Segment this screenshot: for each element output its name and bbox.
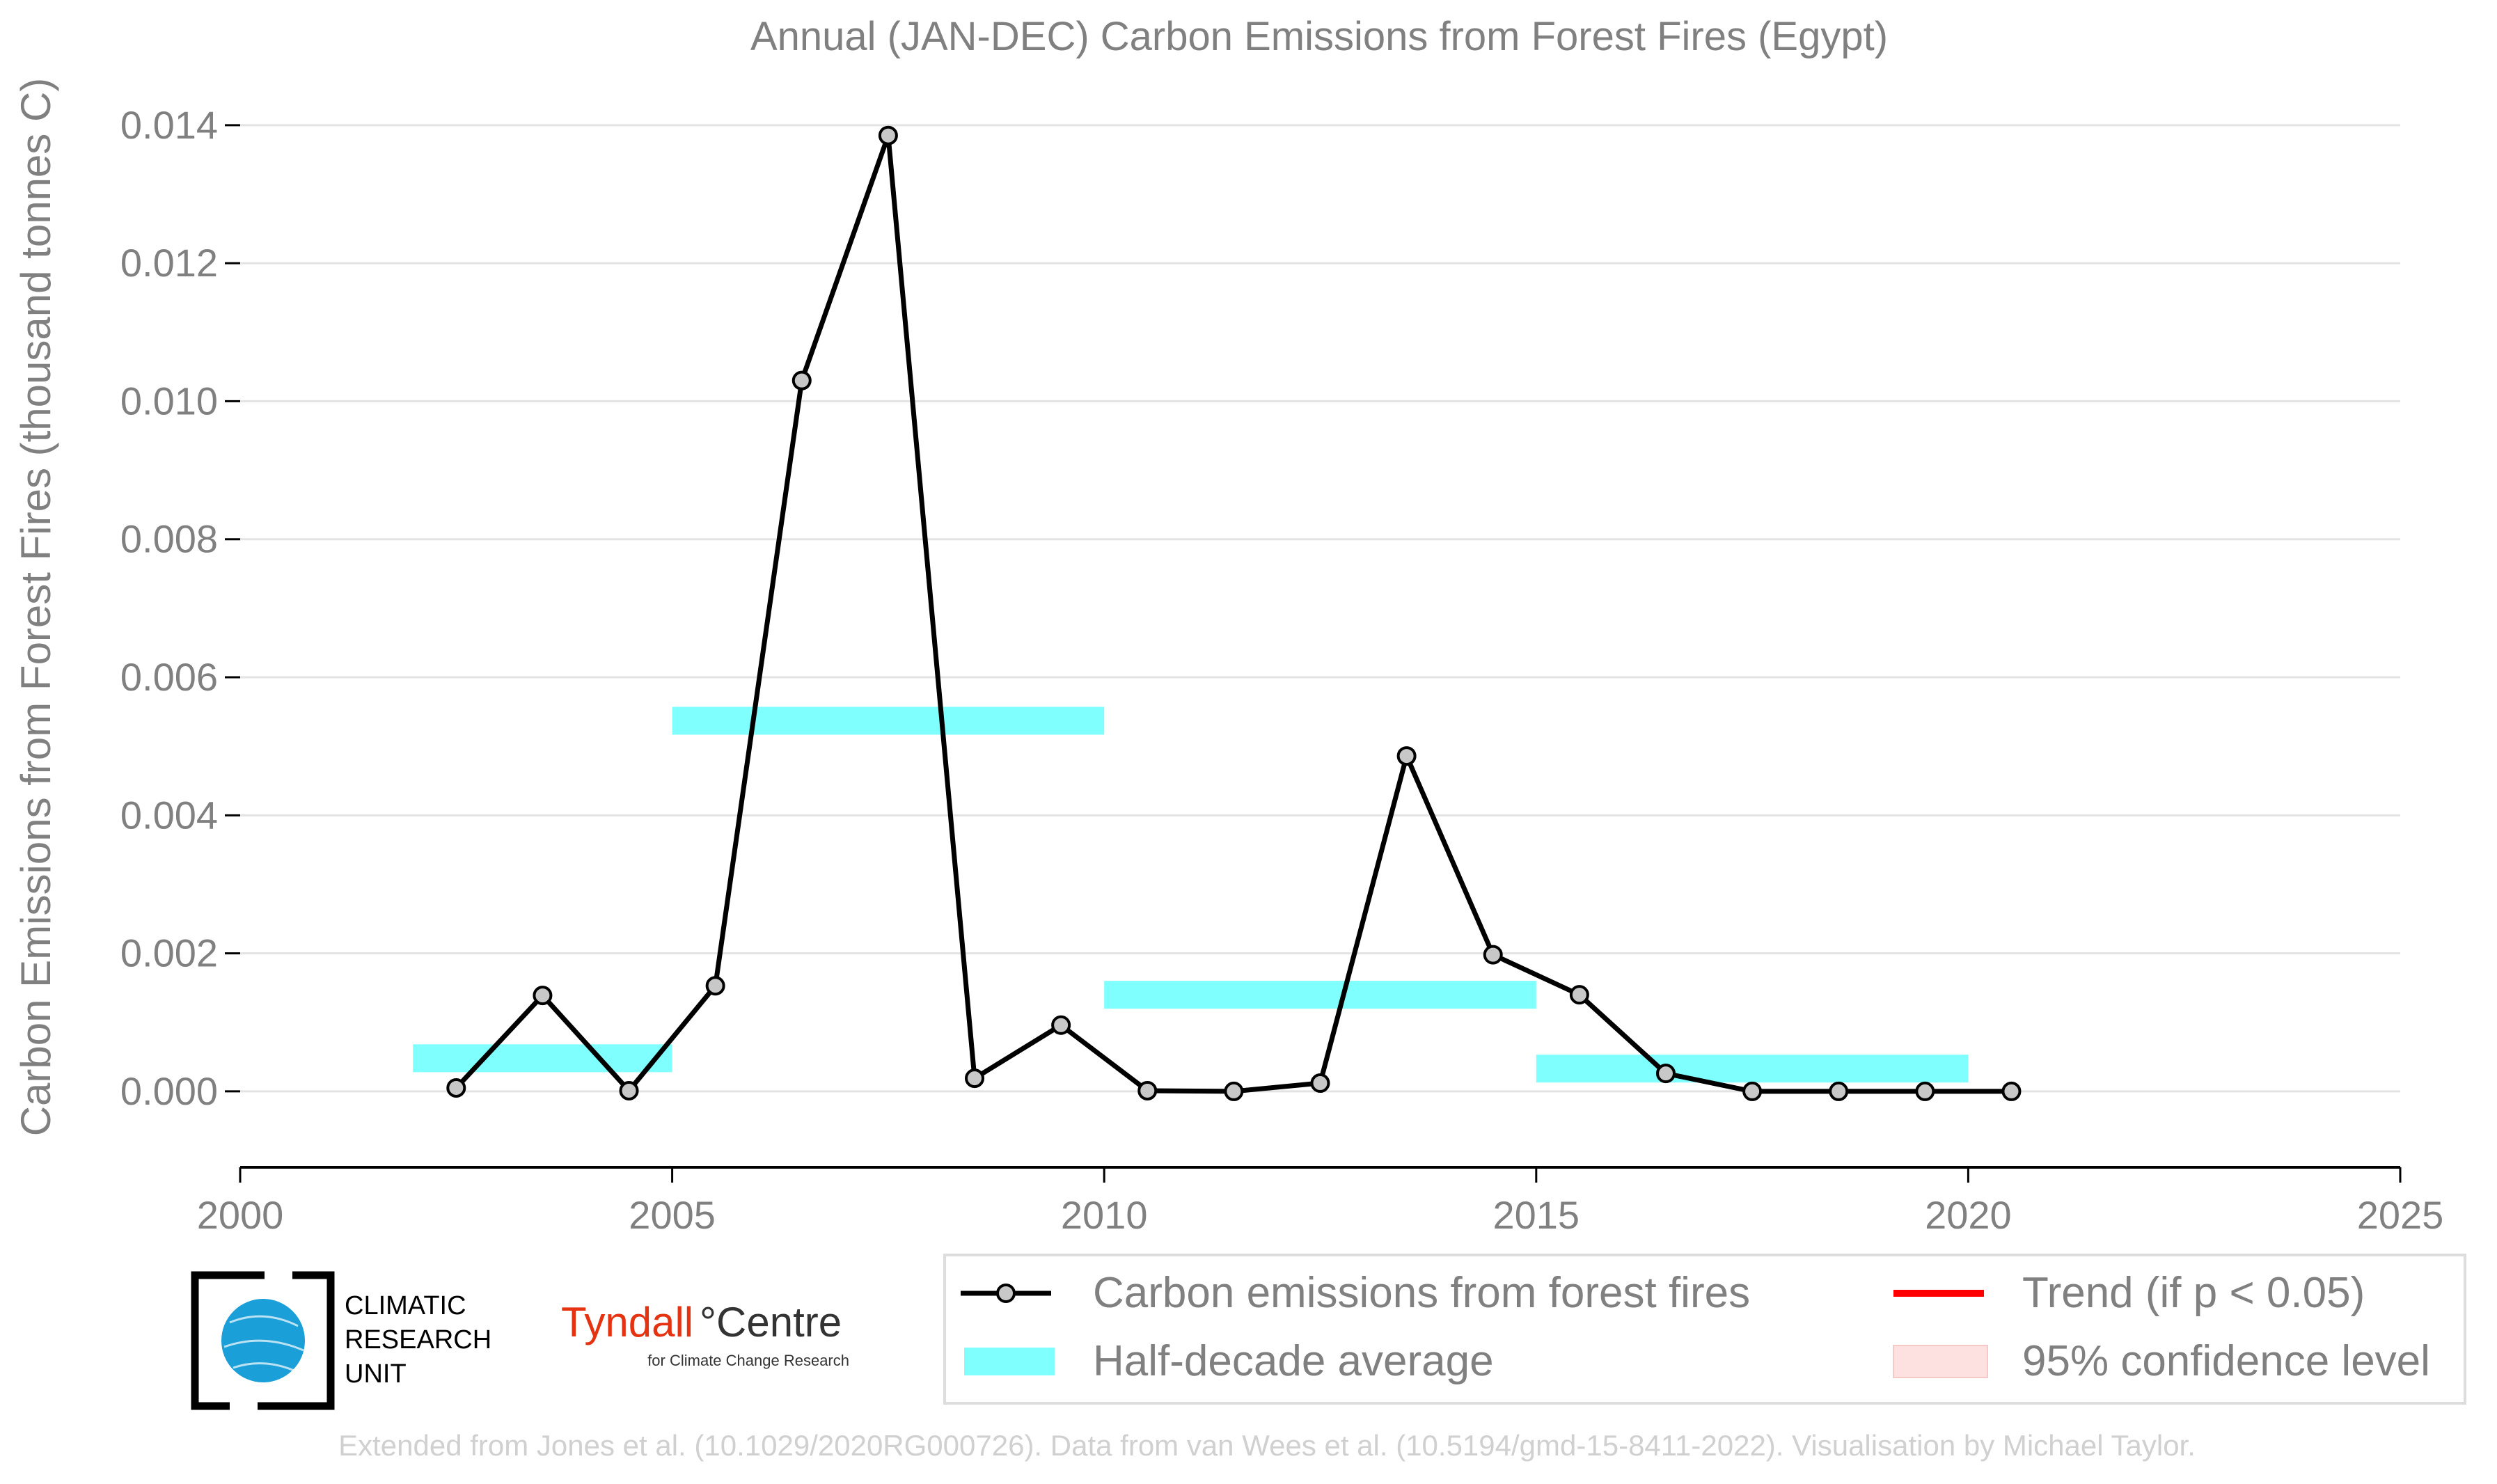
legend: Carbon emissions from forest fires Trend… <box>943 1254 2466 1405</box>
y-tick-label: 0.010 <box>120 379 218 423</box>
emissions-point <box>1051 1015 1071 1035</box>
half-decade-average-bar <box>1104 981 1536 1009</box>
emissions-point <box>2001 1081 2022 1101</box>
x-tick-label: 2025 <box>2357 1193 2444 1237</box>
cru-logo: CLIMATIC RESEARCH UNIT <box>191 1271 491 1410</box>
emissions-point <box>1396 746 1417 766</box>
y-tick-label: 0.008 <box>120 517 218 561</box>
y-tick-label: 0.000 <box>120 1069 218 1113</box>
half-decade-average-series <box>413 707 1969 1083</box>
emissions-series <box>446 125 2022 1101</box>
legend-item-half-decade: Half-decade average <box>964 1337 1494 1385</box>
half-decade-average-bar <box>672 707 1105 735</box>
emissions-point <box>1655 1064 1676 1084</box>
y-tick-label: 0.012 <box>120 241 218 285</box>
legend-label-confidence: 95% confidence level <box>2022 1337 2430 1385</box>
legend-item-trend: Trend (if p < 0.05) <box>1893 1269 2365 1317</box>
emissions-point <box>878 125 898 145</box>
cru-line-1: CLIMATIC <box>345 1291 466 1320</box>
emissions-point <box>1310 1073 1330 1094</box>
emissions-point <box>446 1078 466 1098</box>
y-axis-label: Carbon Emissions from Forest Fires (thou… <box>13 78 59 1137</box>
x-tick-label: 2015 <box>1493 1193 1580 1237</box>
tyndall-centre: °Centre <box>700 1299 842 1345</box>
legend-item-emissions: Carbon emissions from forest fires <box>961 1269 1750 1317</box>
y-tick-label: 0.006 <box>120 655 218 699</box>
emissions-point <box>1742 1081 1763 1101</box>
x-tick-label: 2000 <box>197 1193 284 1237</box>
x-tick-label: 2010 <box>1061 1193 1148 1237</box>
emissions-point <box>1483 945 1503 965</box>
cru-line-2: RESEARCH <box>345 1325 491 1355</box>
emissions-point <box>619 1080 639 1100</box>
emissions-point <box>705 976 725 996</box>
x-tick-label: 2005 <box>629 1193 716 1237</box>
tick-labels: 0.000 0.002 0.004 0.006 0.008 0.010 0.012 0.014… <box>120 103 2443 1237</box>
half-decade-average-bar <box>1536 1055 1969 1083</box>
emissions-point <box>533 986 553 1006</box>
axes <box>225 124 2402 1183</box>
half-decade-average-bar <box>413 1044 672 1073</box>
emissions-point <box>791 370 812 390</box>
x-tick-label: 2020 <box>1925 1193 2012 1237</box>
cru-line-3: UNIT <box>345 1359 407 1389</box>
legend-label-emissions: Carbon emissions from forest fires <box>1093 1269 1750 1317</box>
legend-label-half-decade: Half-decade average <box>1093 1337 1494 1385</box>
emissions-line <box>454 133 2012 1094</box>
emissions-point <box>1137 1080 1158 1100</box>
legend-item-confidence: 95% confidence level <box>1893 1337 2430 1385</box>
credit-text: Extended from Jones et al. (10.1029/2020… <box>338 1429 2196 1462</box>
tyndall-logo: Tyndall °Centre for Climate Change Resea… <box>561 1299 849 1369</box>
tyndall-subtitle: for Climate Change Research <box>647 1352 849 1369</box>
emissions-point <box>965 1068 985 1089</box>
tyndall-name: Tyndall <box>561 1299 693 1345</box>
legend-label-trend: Trend (if p < 0.05) <box>2022 1269 2365 1317</box>
emissions-point <box>1915 1081 1935 1101</box>
emissions-point <box>1569 985 1589 1005</box>
emissions-point <box>1224 1081 1244 1101</box>
gridlines <box>240 124 2400 1093</box>
emissions-point <box>1829 1081 1849 1101</box>
y-tick-label: 0.014 <box>120 103 218 147</box>
y-tick-label: 0.002 <box>120 931 218 975</box>
chart-title: Annual (JAN-DEC) Carbon Emissions from F… <box>750 14 1888 59</box>
y-tick-label: 0.004 <box>120 793 218 837</box>
